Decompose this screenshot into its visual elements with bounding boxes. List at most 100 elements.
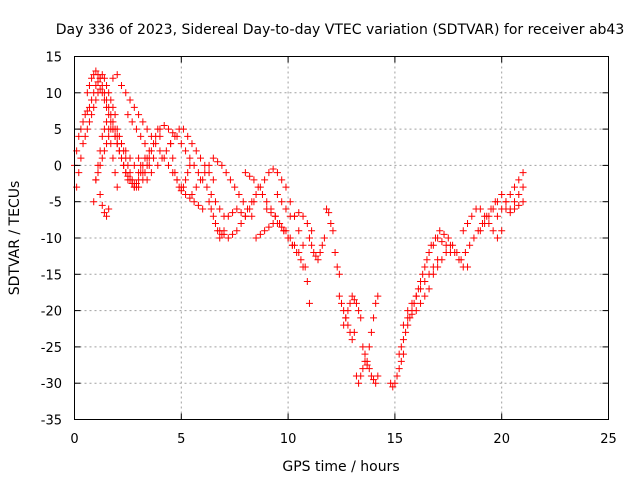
data-point xyxy=(344,307,352,315)
data-point xyxy=(188,140,196,148)
data-point xyxy=(94,71,102,79)
data-point xyxy=(252,234,260,242)
data-points xyxy=(71,67,527,391)
data-point xyxy=(438,238,446,246)
data-point xyxy=(278,223,286,231)
data-point xyxy=(511,198,519,206)
data-point xyxy=(100,209,108,217)
data-point xyxy=(286,198,294,206)
data-point xyxy=(169,154,177,162)
data-point xyxy=(248,212,256,220)
data-series-arc-d5 xyxy=(387,350,407,391)
data-point xyxy=(511,183,519,191)
data-point xyxy=(308,241,316,249)
data-point xyxy=(350,328,358,336)
data-point xyxy=(434,263,442,271)
data-point xyxy=(493,234,501,242)
data-point xyxy=(335,270,343,278)
data-point xyxy=(468,212,476,220)
data-series-arc-e4 xyxy=(404,241,472,322)
data-point xyxy=(278,198,286,206)
data-point xyxy=(209,176,217,184)
data-point xyxy=(355,379,363,387)
data-point xyxy=(278,176,286,184)
data-point xyxy=(370,314,378,322)
data-point xyxy=(241,212,249,220)
data-series-arc-c4 xyxy=(273,190,316,235)
data-point xyxy=(367,328,375,336)
data-point xyxy=(361,350,369,358)
data-point xyxy=(408,310,416,318)
data-point xyxy=(203,183,211,191)
data-point xyxy=(515,176,523,184)
data-point xyxy=(85,118,93,126)
data-point xyxy=(303,219,311,227)
data-point xyxy=(374,292,382,300)
data-point xyxy=(399,321,407,329)
data-point xyxy=(216,227,224,235)
data-point xyxy=(250,176,258,184)
data-point xyxy=(280,227,288,235)
data-point xyxy=(299,241,307,249)
data-point xyxy=(83,107,91,115)
data-point xyxy=(421,263,429,271)
data-point xyxy=(226,176,234,184)
data-point xyxy=(256,230,264,238)
data-point xyxy=(284,234,292,242)
data-point xyxy=(502,205,510,213)
data-point xyxy=(182,147,190,155)
data-point xyxy=(105,132,113,140)
data-series-arc-f4 xyxy=(502,198,527,217)
data-point xyxy=(209,154,217,162)
data-point xyxy=(182,190,190,198)
data-point xyxy=(466,241,474,249)
y-tick-label: 0 xyxy=(54,159,62,174)
data-point xyxy=(318,241,326,249)
axis-ticks xyxy=(74,56,609,420)
data-point xyxy=(370,376,378,384)
x-tick-label: 10 xyxy=(280,432,297,447)
data-point xyxy=(493,198,501,206)
data-point xyxy=(207,190,215,198)
data-point xyxy=(96,190,104,198)
data-point xyxy=(207,205,215,213)
data-point xyxy=(261,227,269,235)
data-series-isolated-1 xyxy=(323,205,343,278)
data-point xyxy=(111,132,119,140)
data-point xyxy=(216,205,224,213)
data-point xyxy=(141,140,149,148)
data-point xyxy=(295,249,303,257)
data-series-arc-b1 xyxy=(109,71,207,213)
data-point xyxy=(269,165,277,173)
data-point xyxy=(79,140,87,148)
data-point xyxy=(173,132,181,140)
data-series-arc-d1 xyxy=(335,292,358,344)
data-point xyxy=(436,227,444,235)
data-point xyxy=(291,212,299,220)
data-series-arc-d3 xyxy=(352,357,382,387)
data-series-arc-b6 xyxy=(188,154,256,220)
data-series-arc-c6 xyxy=(305,234,328,264)
data-point xyxy=(103,96,111,104)
data-point xyxy=(147,169,155,177)
y-tick-label: 10 xyxy=(45,87,62,102)
data-point xyxy=(145,154,153,162)
data-point xyxy=(229,230,237,238)
data-point xyxy=(190,198,198,206)
data-point xyxy=(438,256,446,264)
data-point xyxy=(519,198,527,206)
data-point xyxy=(367,372,375,380)
data-point xyxy=(493,212,501,220)
data-point xyxy=(83,89,91,97)
data-point xyxy=(90,198,98,206)
data-point xyxy=(90,103,98,111)
y-tick-labels: 15 10 5 0 -5 -10 -15 -20 -25 -30 -35 xyxy=(41,51,62,429)
data-point xyxy=(126,154,134,162)
data-point xyxy=(252,190,260,198)
data-point xyxy=(233,205,241,213)
data-point xyxy=(96,74,104,82)
data-point xyxy=(389,383,397,391)
data-point xyxy=(224,212,232,220)
data-series-arc-f3 xyxy=(493,169,527,220)
data-point xyxy=(184,169,192,177)
